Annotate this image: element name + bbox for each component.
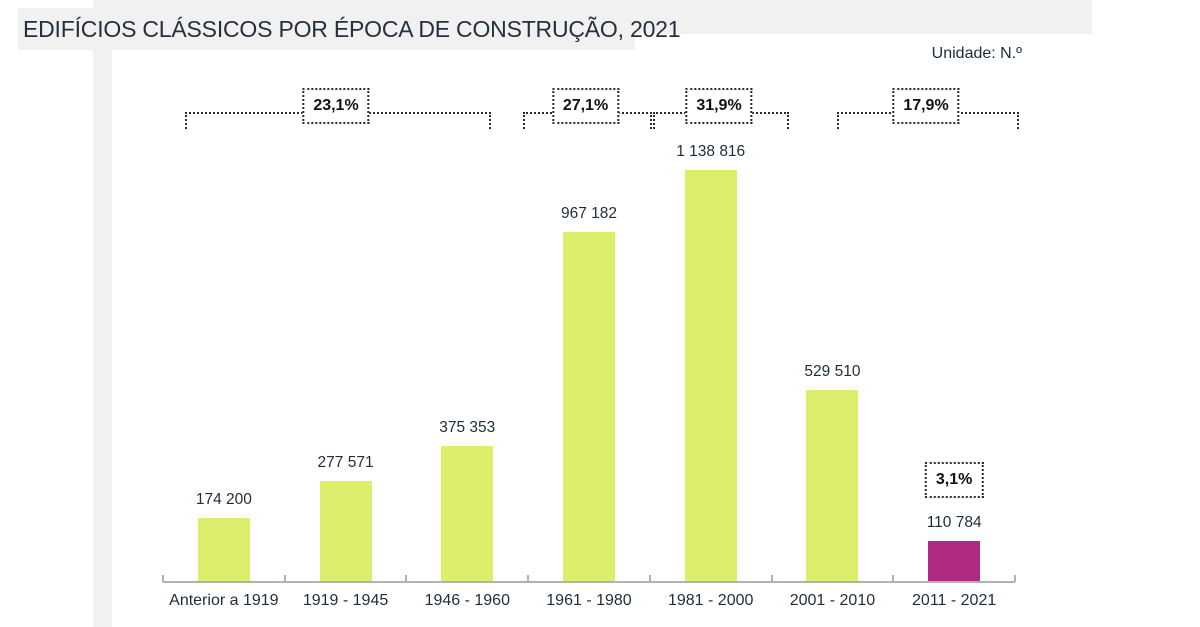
x-axis-line [163,581,1015,583]
x-axis-tick [648,575,651,582]
x-axis-label: 2001 - 2010 [789,592,876,609]
x-axis-tick [1014,575,1016,582]
highlight-percent-label: 3,1% [924,462,984,498]
bar-3 [563,232,615,581]
bar-value-label: 174 200 [195,491,252,508]
title-band: EDIFÍCIOS CLÁSSICOS POR ÉPOCA DE CONSTRU… [18,8,681,50]
x-axis-label: 1946 - 1960 [424,592,510,609]
bar-4 [684,170,737,581]
percent-label: 23,1% [302,88,370,124]
bar-6 [928,541,981,581]
x-axis-tick [162,575,164,582]
bar-value-label: 1 138 816 [676,143,746,160]
bar-5 [806,390,859,581]
x-axis-label: Anterior a 1919 [169,592,279,609]
x-axis-tick [770,575,773,582]
x-axis-tick [283,575,286,582]
bar-2 [441,446,494,581]
x-axis-label: 1961 - 1980 [546,592,632,609]
bar-1 [319,481,372,581]
bar-value-label: 529 510 [804,363,861,380]
bar-value-label: 277 571 [317,454,374,471]
percent-label: 27,1% [551,88,620,124]
bar-0 [197,518,250,581]
chart-title: EDIFÍCIOS CLÁSSICOS POR ÉPOCA DE CONSTRU… [23,15,681,42]
x-axis-tick [527,575,530,582]
left-gray-strip [93,0,112,627]
bar-value-label: 967 182 [560,205,618,222]
percent-label: 31,9% [685,88,753,124]
x-axis-label: 1981 - 2000 [667,592,754,609]
x-axis-tick [892,575,895,582]
bar-value-label: 375 353 [439,419,496,436]
percent-label: 17,9% [892,88,960,124]
bar-value-label: 110 784 [926,514,982,531]
x-axis-label: 2011 - 2021 [912,592,997,609]
x-axis-label: 1919 - 1945 [302,592,389,609]
x-axis-tick [405,575,408,582]
unit-label: Unidade: N.º [931,45,1022,62]
